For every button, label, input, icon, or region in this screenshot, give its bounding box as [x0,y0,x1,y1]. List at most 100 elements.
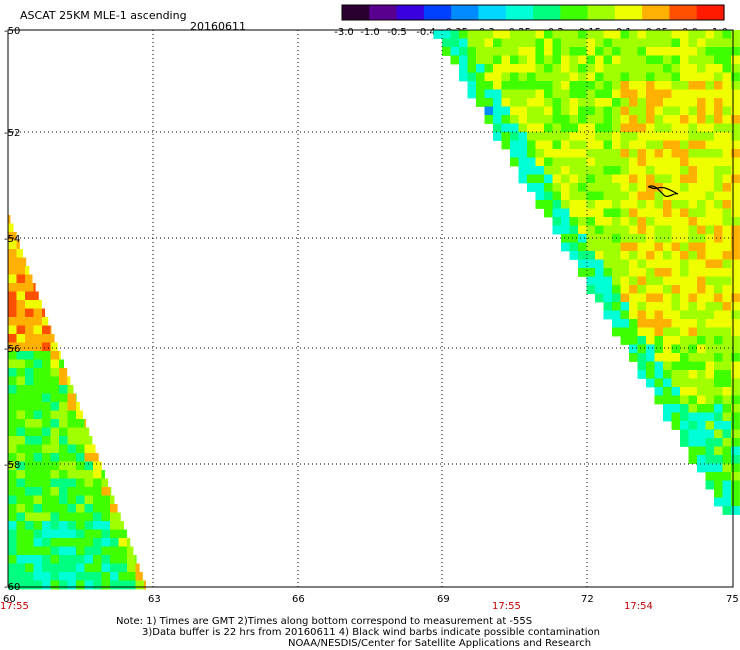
wind-cell [25,444,34,454]
wind-cell [612,47,621,56]
wind-cell [50,385,60,394]
wind-cell [722,251,732,260]
wind-cell [493,38,502,48]
wind-cell [586,174,596,184]
wind-cell [722,55,732,65]
wind-cell [680,327,689,337]
wind-cell [637,293,647,303]
wind-cell [637,64,647,73]
wind-cell [663,123,672,133]
wind-cell [620,200,630,209]
wind-cell [467,55,477,65]
wind-cell [731,38,740,48]
wind-cell [705,319,715,328]
wind-cell [93,546,102,556]
wind-cell [493,106,502,116]
wind-cell [671,98,681,107]
wind-cell [586,72,596,82]
wind-cell [688,149,698,158]
wind-cell [518,98,528,107]
wind-cell [654,157,664,167]
wind-cell [544,132,553,141]
wind-cell [561,157,570,167]
wind-cell [135,572,143,581]
wind-cell [33,368,43,377]
wind-cell [8,402,17,411]
wind-cell [680,395,689,405]
wind-cell [637,98,647,107]
wind-cell [705,64,715,73]
wind-cell [484,89,494,99]
wind-cell [561,200,570,209]
wind-cell [595,38,604,48]
wind-cell [705,149,715,158]
wind-cell [705,276,715,286]
wind-cell [127,580,136,590]
wind-cell [501,81,511,90]
wind-cell [688,455,698,464]
wind-cell [697,319,706,328]
wind-cell [595,293,604,303]
wind-cell [76,453,85,462]
wind-cell [688,123,698,133]
wind-cell [8,300,17,309]
wind-cell [714,30,723,39]
wind-cell [16,453,26,462]
wind-cell [42,572,51,581]
wind-cell [59,453,68,462]
wind-cell [612,72,621,82]
wind-cell [722,446,732,456]
wind-cell [680,166,689,175]
wind-cell [620,174,630,184]
wind-cell [93,580,102,590]
colorbar-swatch [451,5,480,20]
wind-cell [42,317,49,326]
wind-cell [680,412,689,422]
wind-cell [722,174,732,184]
wind-cell [8,453,17,462]
wind-cell [637,89,647,99]
wind-cell [459,30,468,39]
wind-cell [714,157,723,167]
wind-cell [84,572,94,581]
wind-cell [629,285,638,294]
wind-cell [697,55,706,65]
wind-cell [527,64,536,73]
wind-cell [510,81,519,90]
wind-cell [671,149,681,158]
wind-cell [688,30,698,39]
wind-cell [84,546,94,556]
wind-cell [544,72,553,82]
wind-cell [629,217,638,226]
wind-cell [476,55,485,65]
wind-cell [501,72,511,82]
time-label: 17:54 [624,601,653,612]
wind-cell [527,98,536,107]
wind-cell [671,234,681,243]
wind-cell [8,487,17,496]
wind-cell [101,580,111,590]
wind-cell [654,242,664,252]
wind-cell [535,30,545,39]
wind-cell [612,115,621,124]
wind-cell [25,495,34,505]
wind-cell [663,361,672,371]
footer-credit: NOAA/NESDIS/Center for Satellite Applica… [288,638,592,649]
wind-cell [714,336,723,345]
wind-cell [25,334,34,343]
wind-cell [110,538,119,547]
wind-cell [101,529,111,539]
wind-cell [705,378,715,388]
wind-cell [620,123,630,133]
wind-cell [493,132,502,141]
wind-cell [680,285,689,294]
wind-cell [688,310,698,320]
wind-cell [552,55,562,65]
wind-cell [50,419,60,428]
wind-cell [59,419,68,428]
wind-cell [586,98,596,107]
wind-cell [697,404,706,413]
wind-cell [688,183,698,192]
wind-cell [671,208,681,218]
wind-cell [510,47,519,56]
